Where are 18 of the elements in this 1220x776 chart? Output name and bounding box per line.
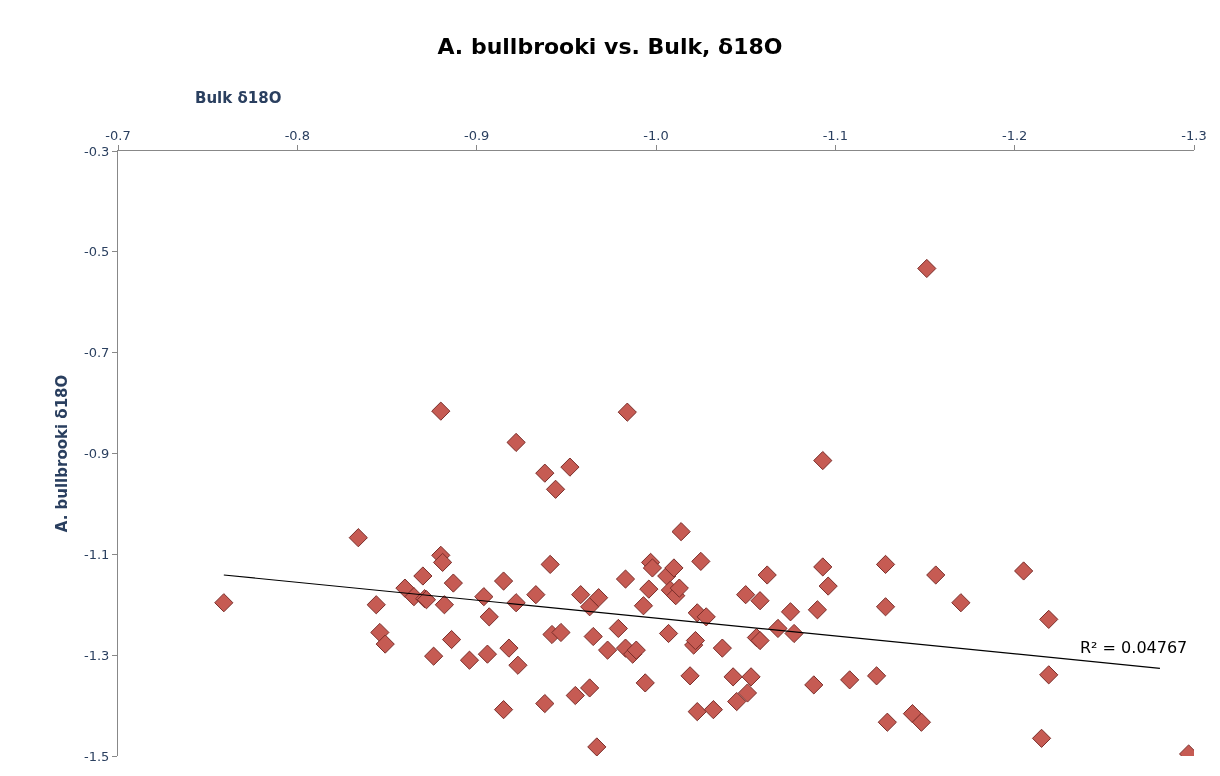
- x-tick-label: -1.3: [1181, 127, 1207, 143]
- x-tick-label: -1.1: [822, 127, 849, 143]
- y-tick-label: -1.3: [84, 647, 110, 663]
- chart-title: A. bullbrooki vs. Bulk, δ18O: [437, 34, 783, 60]
- y-tick-label: -0.5: [84, 244, 110, 260]
- y-tick-label: -1.5: [84, 748, 110, 764]
- x-axis-title: Bulk δ18O: [195, 89, 282, 107]
- x-tick-label: -0.9: [463, 127, 490, 143]
- y-tick-label: -0.9: [84, 446, 110, 462]
- y-tick-label: -0.7: [84, 345, 110, 361]
- x-tick-label: -1.2: [1001, 127, 1028, 143]
- x-tick-label: -1.0: [643, 127, 669, 143]
- x-tick-label: -0.8: [284, 127, 311, 143]
- annotation: R² = 0.04767: [1080, 638, 1188, 657]
- y-tick-label: -1.1: [84, 546, 110, 562]
- y-tick-label: -0.3: [84, 143, 110, 159]
- x-tick-label: -0.7: [105, 127, 131, 143]
- y-axis-title: A. bullbrooki δ18O: [53, 374, 72, 533]
